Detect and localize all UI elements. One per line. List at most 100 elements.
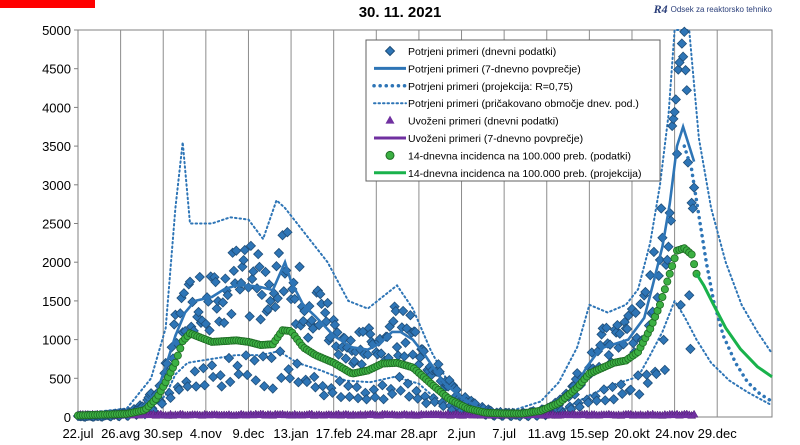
daily-case-point <box>253 248 264 260</box>
daily-case-point <box>282 227 293 238</box>
legend-entry: 14-dnevna incidenca na 100.000 preb. (po… <box>385 150 631 162</box>
daily-case-point <box>204 325 215 336</box>
daily-case-point <box>173 384 185 395</box>
daily-case-point <box>352 392 364 404</box>
daily-case-point <box>217 297 229 308</box>
daily-case-point <box>601 322 612 333</box>
daily-case-point <box>662 254 673 266</box>
daily-case-point <box>182 381 193 392</box>
legend-label: Potrjeni primeri (7-dnevno povprečje) <box>408 63 581 75</box>
daily-case-point <box>246 273 258 285</box>
daily-case-point <box>267 383 278 394</box>
daily-case-point <box>293 377 304 388</box>
daily-case-point <box>675 299 686 311</box>
incidence-point <box>658 293 667 302</box>
daily-case-point <box>340 353 352 364</box>
daily-case-point <box>395 385 406 396</box>
daily-case-point <box>660 259 672 271</box>
daily-case-point <box>591 395 602 406</box>
daily-case-point <box>233 368 244 380</box>
x-tick-label: 24.nov <box>655 426 695 441</box>
daily-case-point <box>687 203 699 214</box>
daily-case-point <box>238 254 249 266</box>
daily-case-point <box>210 276 221 288</box>
daily-case-point <box>615 379 627 390</box>
daily-case-point <box>237 261 248 272</box>
daily-case-point <box>608 394 619 405</box>
daily-case-point <box>190 381 202 392</box>
x-tick-label: 20.okt <box>614 426 650 441</box>
daily-case-point <box>165 392 176 404</box>
x-tick-label: 24.mar <box>356 426 397 441</box>
daily-case-point <box>272 293 283 304</box>
daily-case-point <box>178 288 190 299</box>
daily-case-point <box>632 370 644 381</box>
daily-case-point <box>659 364 671 376</box>
daily-case-point <box>278 286 289 297</box>
incidence-point <box>668 262 677 271</box>
daily-case-point <box>242 369 253 381</box>
daily-case-point <box>404 391 415 402</box>
daily-case-point <box>198 363 209 374</box>
daily-case-point <box>156 398 168 409</box>
daily-case-point <box>648 246 660 258</box>
daily-case-point <box>327 387 338 398</box>
logo-text: Odsek za reaktorsko tehniko <box>670 5 772 14</box>
brand-red-bar <box>0 0 95 8</box>
daily-case-point <box>248 266 259 277</box>
daily-case-point <box>656 203 667 214</box>
daily-case-point <box>291 358 303 369</box>
legend-circle-icon <box>385 150 395 160</box>
daily-case-point <box>294 261 305 272</box>
daily-case-point <box>640 286 651 298</box>
y-tick-label: 3500 <box>42 139 71 154</box>
daily-case-point <box>673 64 684 75</box>
legend-diamond-icon <box>384 45 396 57</box>
daily-case-point <box>397 305 409 317</box>
daily-case-point <box>225 376 236 388</box>
daily-case-point <box>390 305 401 317</box>
legend-entry: Uvoženi primeri (7-dnevno povprečje) <box>374 133 583 145</box>
x-tick-label: 26.avg <box>101 426 140 441</box>
y-tick-label: 4500 <box>42 62 71 77</box>
daily-case-point <box>254 261 265 273</box>
daily-case-point <box>388 316 399 327</box>
incidence-point <box>173 351 182 360</box>
daily-case-point <box>407 349 418 360</box>
daily-case-point <box>330 341 342 352</box>
daily-case-point <box>429 396 440 408</box>
daily-case-point <box>284 373 296 384</box>
legend-label: Potrjeni primeri (projekcija: R=0,75) <box>408 81 573 93</box>
daily-case-point <box>245 240 257 252</box>
legend-label: Uvoženi primeri (dnevni podatki) <box>408 116 559 128</box>
y-tick-label: 5000 <box>42 23 71 38</box>
legend-label: Uvoženi primeri (7-dnevno povprečje) <box>408 133 583 145</box>
legend-entry: Potrjeni primeri (7-dnevno povprečje) <box>374 63 581 75</box>
daily-case-point <box>400 337 411 348</box>
daily-case-point <box>256 289 268 301</box>
daily-case-point <box>265 295 276 307</box>
daily-case-point <box>271 261 282 272</box>
daily-case-point <box>369 392 381 403</box>
x-tick-label: 11.avg <box>528 426 566 441</box>
daily-case-point <box>333 349 344 360</box>
daily-case-point <box>169 319 180 330</box>
incidence-point <box>665 269 674 278</box>
y-tick-label: 2000 <box>42 255 71 270</box>
daily-case-point <box>600 395 611 406</box>
legend-entry: Potrjeni primeri (pričakovano območje dn… <box>373 98 639 110</box>
y-tick-label: 3000 <box>42 178 71 193</box>
daily-case-point <box>669 106 680 118</box>
incidence-point <box>655 300 664 309</box>
daily-case-point <box>270 301 281 313</box>
daily-case-point <box>651 368 662 380</box>
projection-line <box>682 144 774 404</box>
legend-label: Potrjeni primeri (dnevni podatki) <box>408 46 556 58</box>
incidence-point <box>660 285 669 294</box>
daily-case-point <box>677 51 689 62</box>
x-tick-label: 4.nov <box>190 426 222 441</box>
daily-case-point <box>668 113 679 125</box>
daily-case-point <box>200 318 212 330</box>
daily-case-point <box>266 352 277 364</box>
